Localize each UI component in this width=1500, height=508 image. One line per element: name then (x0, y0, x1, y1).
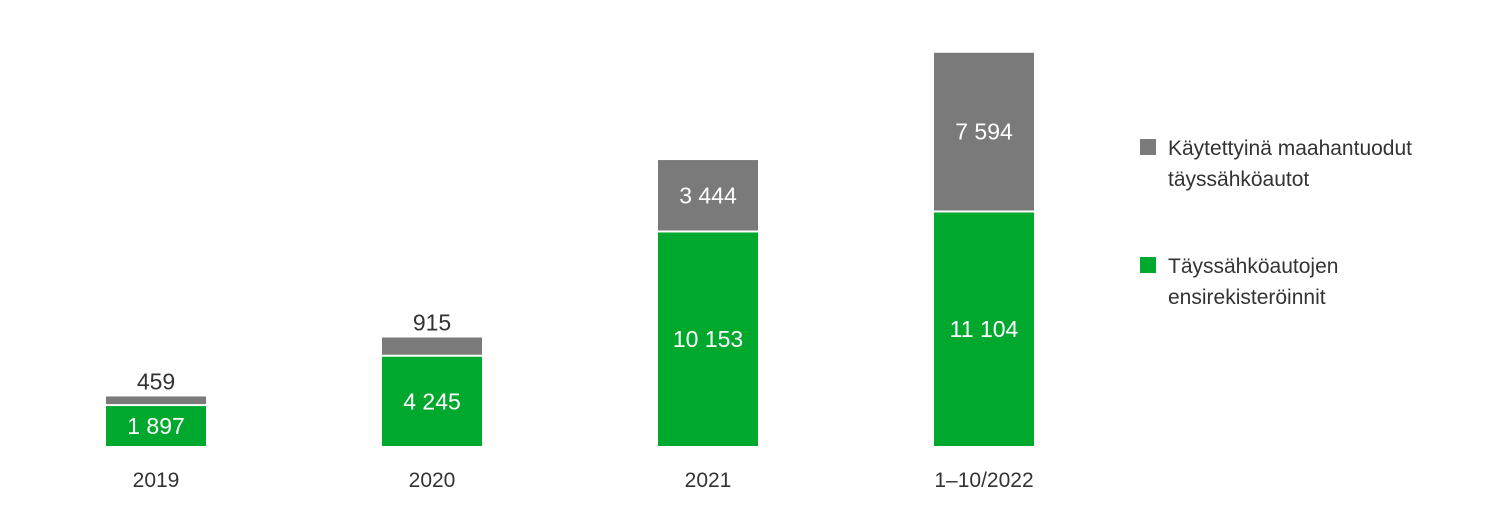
legend-label-first-registrations: Täyssähköautojen ensirekisteröinnit (1168, 255, 1339, 309)
value-label-used-imports-1: 915 (413, 309, 451, 335)
category-label-1: 2020 (409, 469, 456, 492)
value-label-used-imports-0: 459 (137, 368, 175, 394)
category-label-3: 1–10/2022 (934, 469, 1033, 492)
bar-first-registrations-2 (658, 232, 758, 446)
bar-used-imports-2 (658, 160, 758, 231)
bar-first-registrations-1 (382, 356, 482, 446)
legend-swatch-first-registrations (1140, 257, 1156, 273)
legend-swatch-used-imports (1140, 139, 1156, 155)
legend-item-used-imports: Käytettyinä maahantuodut täyssähköautot (1140, 133, 1488, 195)
value-label-first-registrations-3: 11 104 (950, 316, 1019, 342)
value-label-first-registrations-0: 1 897 (127, 413, 185, 439)
bar-first-registrations-0 (106, 406, 206, 446)
value-label-first-registrations-1: 4 245 (403, 388, 461, 414)
category-label-2: 2021 (685, 469, 732, 492)
value-label-used-imports-2: 3 444 (679, 182, 737, 208)
bar-used-imports-1 (382, 337, 482, 355)
value-label-first-registrations-2: 10 153 (673, 326, 743, 352)
category-label-0: 2019 (133, 469, 180, 492)
stacked-bar-chart: 1 897 459 2019 4 245 915 2020 10 153 3 444 2021 1… (106, 52, 1034, 492)
bar-used-imports-0 (106, 396, 206, 405)
legend-label-used-imports: Käytettyinä maahantuodut täyssähköautot (1168, 137, 1413, 191)
legend-item-first-registrations: Täyssähköautojen ensirekisteröinnit (1140, 251, 1488, 313)
value-label-used-imports-3: 7 594 (955, 119, 1013, 145)
bar-first-registrations-3 (934, 212, 1034, 446)
bar-used-imports-3 (934, 52, 1034, 211)
